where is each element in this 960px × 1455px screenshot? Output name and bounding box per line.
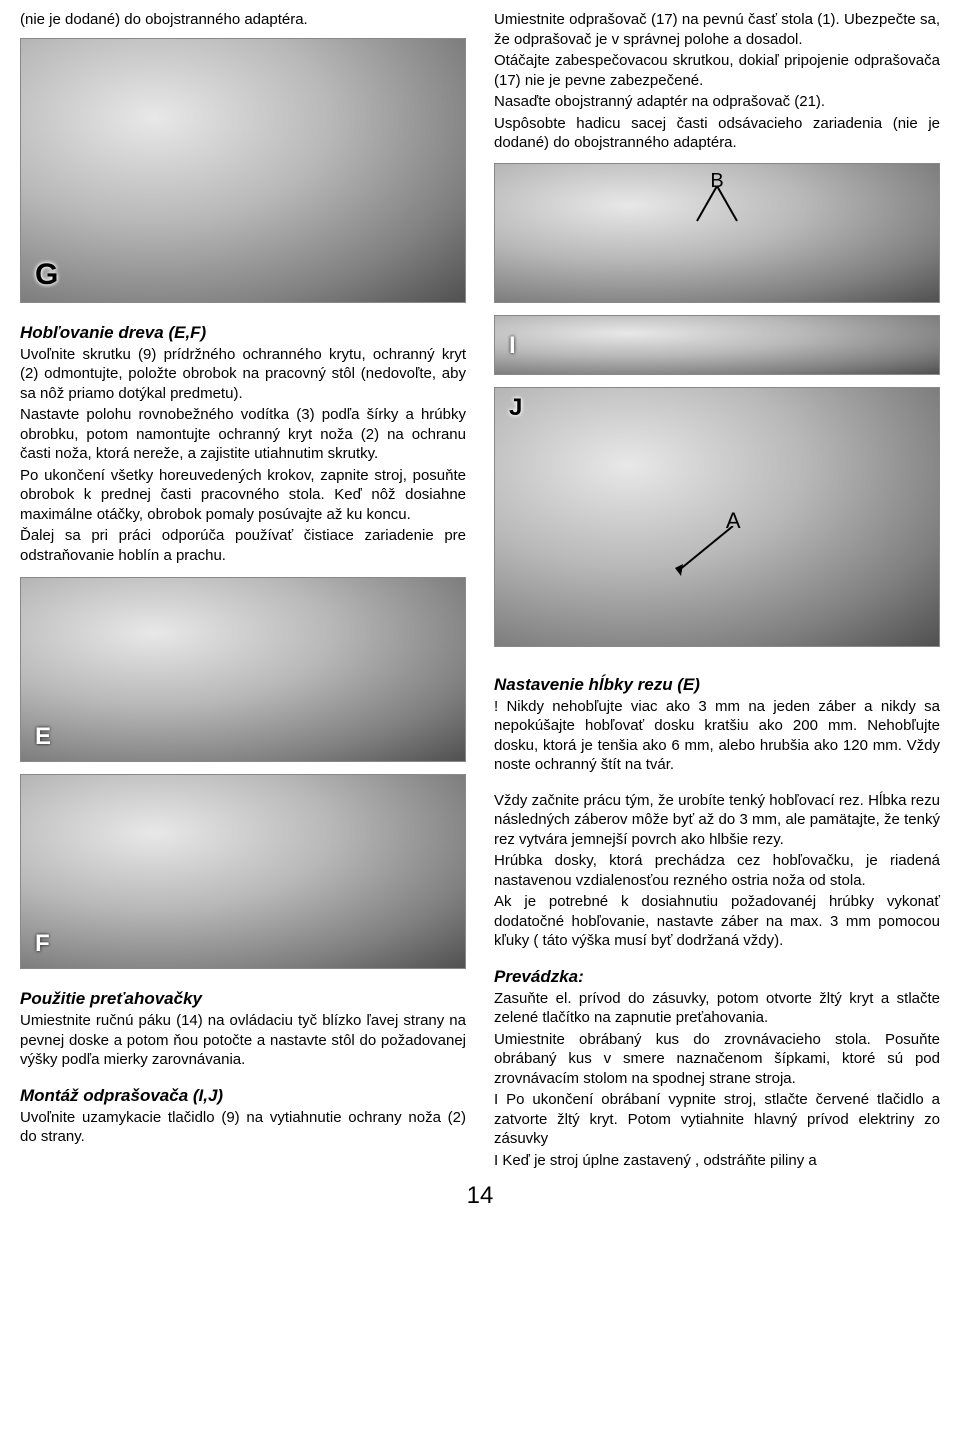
right-top-p3: Nasaďte obojstranný adaptér na odprašova… — [494, 92, 940, 112]
sec3-p1: Uvoľnite uzamykacie tlačidlo (9) na vyti… — [20, 1108, 466, 1147]
image-label-f: F — [35, 930, 50, 958]
r-sec2-p2: Umiestnite obrábaný kus do zrovnávacieho… — [494, 1030, 940, 1089]
image-label-e: E — [35, 723, 51, 751]
right-top-p4: Uspôsobte hadicu sacej časti odsávacieho… — [494, 114, 940, 153]
r-sec2-p4: I Keď je stroj úplne zastavený , odstráň… — [494, 1151, 940, 1171]
image-e: E — [20, 577, 466, 762]
sec1-p3: Po ukončení všetky horeuvedených krokov,… — [20, 466, 466, 525]
sec1-p1: Uvoľnite skrutku (9) prídržného ochranné… — [20, 345, 466, 404]
heading-nastavenie: Nastavenie hĺbky rezu (E) — [494, 675, 940, 695]
image-j: J A — [494, 387, 940, 647]
heading-montaz: Montáž odprašovača (I,J) — [20, 1086, 466, 1106]
page-number: 14 — [20, 1182, 940, 1210]
left-top-line: (nie je dodané) do obojstranného adaptér… — [20, 10, 466, 30]
heading-pouzitie: Použitie preťahovačky — [20, 989, 466, 1009]
right-top-p: Umiestnite odprašovač (17) na pevnú časť… — [494, 10, 940, 49]
r-sec2-p3: I Po ukončení obrábaní vypnite stroj, st… — [494, 1090, 940, 1149]
sec1-p2: Nastavte polohu rovnobežného vodítka (3)… — [20, 405, 466, 464]
image-f: F — [20, 774, 466, 969]
r-sec1-p3: Hrúbka dosky, ktorá prechádza cez hobľov… — [494, 851, 940, 890]
image-label-j: J — [509, 394, 522, 422]
left-column: (nie je dodané) do obojstranného adaptér… — [20, 10, 466, 1172]
r-sec1-p4: Ak je potrebné k dosiahnutiu požadovanéj… — [494, 892, 940, 951]
image-label-i: I — [509, 332, 516, 360]
r-sec1-p2: Vždy začnite prácu tým, že urobíte tenký… — [494, 791, 940, 850]
sec2-p1: Umiestnite ručnú páku (14) na ovládaciu … — [20, 1011, 466, 1070]
a-arrow-line — [673, 526, 753, 576]
image-g: G — [20, 38, 466, 303]
image-label-g: G — [35, 258, 58, 292]
heading-prevadzka: Prevádzka: — [494, 967, 940, 987]
r-sec1-p1: ! Nikdy nehobľujte viac ako 3 mm na jede… — [494, 697, 940, 775]
r-sec2-p1: Zasuňte el. prívod do zásuvky, potom otv… — [494, 989, 940, 1028]
image-b: B — [494, 163, 940, 303]
sec1-p4: Ďalej sa pri práci odporúča používať čis… — [20, 526, 466, 565]
b-marker-lines — [687, 186, 747, 226]
right-column: Umiestnite odprašovač (17) na pevnú časť… — [494, 10, 940, 1172]
heading-hoblovanie: Hobľovanie dreva (E,F) — [20, 323, 466, 343]
right-top-p2: Otáčajte zabespečovacou skrutkou, dokiaľ… — [494, 51, 940, 90]
image-i: I — [494, 315, 940, 375]
